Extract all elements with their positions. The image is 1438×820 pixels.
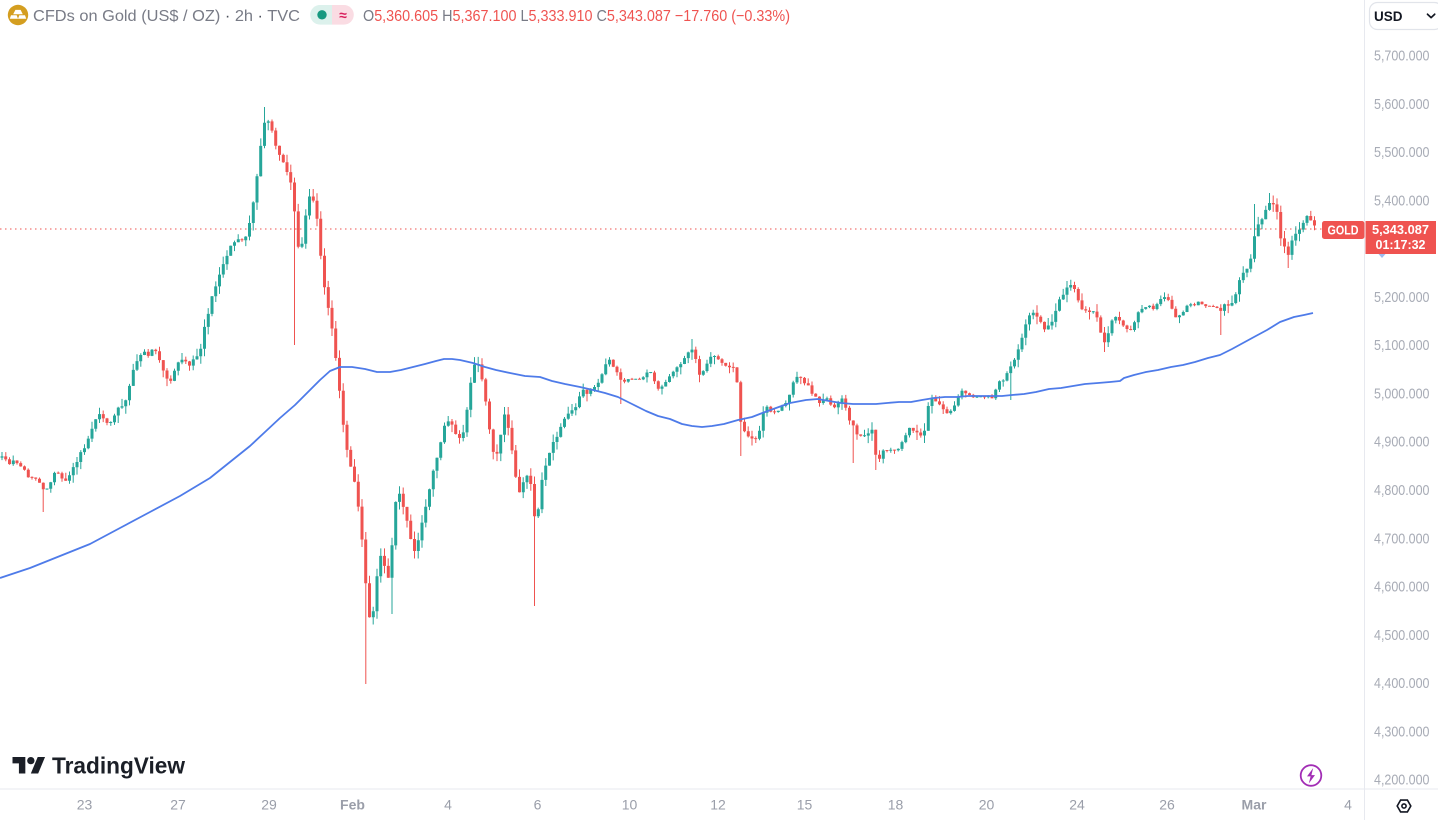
- svg-text:5,000.000: 5,000.000: [1374, 386, 1430, 403]
- svg-text:24: 24: [1069, 797, 1085, 813]
- svg-text:TradingView: TradingView: [52, 753, 185, 779]
- svg-text:Feb: Feb: [340, 797, 365, 813]
- svg-text:29: 29: [261, 797, 277, 813]
- svg-text:5,100.000: 5,100.000: [1374, 337, 1430, 354]
- svg-text:20: 20: [979, 797, 995, 813]
- svg-text:10: 10: [622, 797, 638, 813]
- svg-text:5,400.000: 5,400.000: [1374, 192, 1430, 209]
- svg-text:6: 6: [534, 797, 542, 813]
- svg-text:4: 4: [1344, 797, 1352, 813]
- svg-text:01:17:32: 01:17:32: [1376, 237, 1426, 252]
- svg-text:O5,360.605 H5,367.100 L5,333.9: O5,360.605 H5,367.100 L5,333.910 C5,343.…: [363, 8, 790, 25]
- svg-text:≈: ≈: [339, 7, 347, 23]
- svg-text:4,500.000: 4,500.000: [1374, 627, 1430, 644]
- svg-text:5,343.087: 5,343.087: [1372, 222, 1429, 237]
- svg-text:18: 18: [888, 797, 904, 813]
- svg-text:4,900.000: 4,900.000: [1374, 434, 1430, 451]
- svg-text:26: 26: [1159, 797, 1175, 813]
- svg-text:12: 12: [710, 797, 726, 813]
- svg-text:5,600.000: 5,600.000: [1374, 96, 1430, 113]
- svg-text:4,200.000: 4,200.000: [1374, 772, 1430, 789]
- svg-text:15: 15: [797, 797, 813, 813]
- svg-text:4,300.000: 4,300.000: [1374, 723, 1430, 740]
- svg-text:5,700.000: 5,700.000: [1374, 48, 1430, 65]
- svg-text:4,400.000: 4,400.000: [1374, 675, 1430, 692]
- svg-text:Mar: Mar: [1242, 797, 1267, 813]
- svg-text:USD: USD: [1374, 9, 1403, 24]
- svg-text:4,800.000: 4,800.000: [1374, 482, 1430, 499]
- svg-text:5,200.000: 5,200.000: [1374, 289, 1430, 306]
- svg-text:CFDs on Gold (US$ / OZ) · 2h ·: CFDs on Gold (US$ / OZ) · 2h · TVC: [33, 8, 300, 25]
- svg-text:GOLD: GOLD: [1328, 224, 1359, 238]
- svg-text:23: 23: [77, 797, 93, 813]
- svg-text:4,600.000: 4,600.000: [1374, 579, 1430, 596]
- svg-text:4,700.000: 4,700.000: [1374, 530, 1430, 547]
- svg-text:5,500.000: 5,500.000: [1374, 144, 1430, 161]
- svg-text:4: 4: [444, 797, 452, 813]
- svg-text:27: 27: [170, 797, 186, 813]
